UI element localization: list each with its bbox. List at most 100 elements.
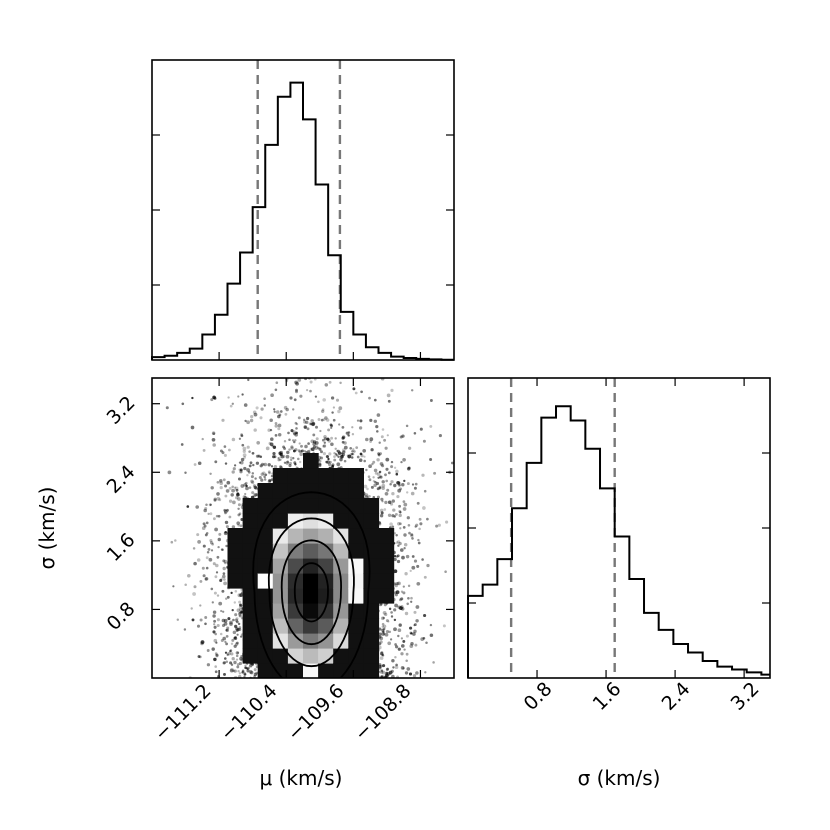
scatter-point (229, 622, 233, 626)
scatter-point (246, 669, 250, 673)
scatter-point (236, 665, 240, 669)
scatter-point (396, 559, 401, 564)
scatter-point (222, 661, 227, 665)
scatter-point (254, 477, 257, 480)
scatter-point (197, 655, 201, 658)
scatter-point (255, 454, 259, 458)
scatter-point (383, 508, 387, 511)
scatter-point (224, 530, 227, 534)
scatter-point (196, 533, 200, 537)
scatter-point (212, 610, 217, 614)
scatter-point (367, 475, 371, 478)
scatter-point (256, 440, 261, 445)
scatter-point (402, 500, 406, 503)
scatter-point (225, 489, 230, 493)
scatter-point (381, 480, 385, 484)
scatter-point (397, 634, 400, 638)
scatter-point (418, 517, 422, 521)
scatter-point (323, 437, 328, 441)
scatter-point (238, 614, 242, 618)
scatter-point (332, 406, 336, 409)
scatter-point (222, 478, 226, 482)
scatter-point (312, 433, 316, 437)
scatter-point (148, 638, 151, 641)
scatter-point (407, 446, 412, 450)
scatter-point (219, 479, 223, 483)
scatter-point (297, 416, 301, 420)
scatter-point (274, 422, 278, 425)
scatter-point (226, 626, 230, 630)
scatter-point (240, 457, 245, 462)
scatter-point (295, 381, 299, 386)
scatter-point (216, 555, 220, 559)
scatter-point (379, 475, 383, 479)
scatter-point (351, 450, 354, 453)
scatter-point (422, 439, 426, 443)
scatter-point (181, 402, 185, 406)
scatter-point (235, 617, 239, 621)
scatter-point (330, 442, 334, 447)
scatter-point (372, 480, 376, 483)
scatter-point (422, 637, 426, 640)
scatter-point (248, 464, 252, 468)
scatter-point (305, 388, 309, 392)
scatter-point (219, 449, 223, 453)
scatter-point (383, 627, 386, 630)
scatter-point (322, 444, 325, 448)
scatter-point (403, 547, 406, 550)
scatter-point (209, 512, 213, 516)
scatter-point (379, 462, 384, 466)
scatter-point (215, 654, 219, 658)
scatter-point (183, 628, 187, 631)
scatter-point (184, 583, 187, 586)
scatter-point (380, 616, 385, 621)
scatter-point (165, 406, 169, 410)
scatter-point (298, 450, 301, 453)
scatter-point (241, 669, 245, 673)
scatter-point (288, 461, 292, 465)
scatter-point (223, 578, 226, 581)
scatter-point (239, 603, 242, 607)
scatter-point (386, 393, 391, 398)
scatter-point (381, 464, 385, 468)
scatter-point (237, 524, 240, 527)
scatter-point (242, 449, 246, 454)
scatter-point (184, 471, 187, 474)
scatter-point (303, 425, 308, 429)
scatter-point (395, 663, 398, 667)
scatter-point (393, 532, 397, 535)
scatter-point (395, 590, 400, 595)
scatter-point (202, 544, 206, 548)
scatter-point (328, 452, 332, 456)
scatter-point (237, 503, 241, 507)
scatter-point (309, 447, 313, 451)
scatter-point (222, 574, 226, 579)
scatter-point (253, 672, 258, 677)
scatter-point (299, 452, 304, 457)
scatter-point (374, 471, 378, 475)
scatter-point (321, 409, 325, 413)
scatter-point (423, 489, 427, 493)
scatter-point (298, 442, 301, 445)
scatter-point (230, 493, 234, 497)
scatter-point (379, 632, 383, 635)
scatter-point (259, 455, 263, 458)
scatter-point (224, 494, 228, 498)
scatter-point (219, 632, 223, 636)
scatter-point (290, 429, 294, 433)
scatter-point (394, 603, 398, 608)
scatter-point (378, 485, 382, 489)
scatter-point (303, 426, 307, 429)
scatter-point (215, 571, 219, 574)
scatter-point (237, 395, 240, 398)
scatter-point (374, 480, 377, 484)
scatter-point (192, 592, 196, 596)
scatter-point (378, 632, 383, 637)
scatter-point (404, 671, 409, 675)
scatter-point (390, 615, 394, 618)
scatter-point (334, 447, 337, 450)
scatter-point (217, 514, 221, 518)
scatter-point (207, 547, 211, 551)
scatter-point (243, 675, 246, 678)
scatter-point (286, 450, 290, 455)
